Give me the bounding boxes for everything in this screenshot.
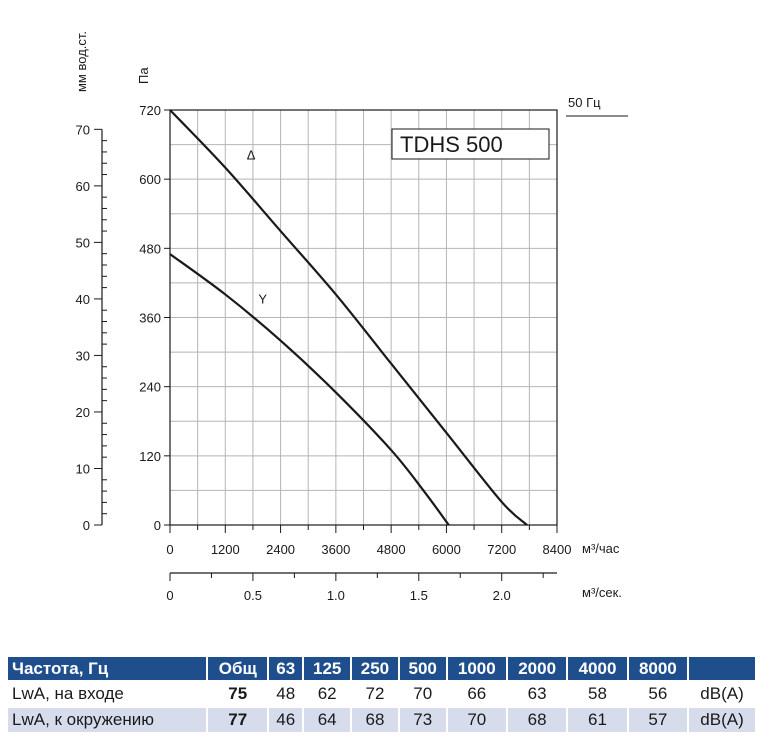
table-cell: 70 — [447, 708, 506, 732]
x-tick-label: 2400 — [266, 542, 295, 557]
table-cell: 70 — [399, 682, 446, 706]
x-unit-label: м³/час — [582, 541, 620, 556]
row-label-cell: LwA, на входе — [8, 682, 207, 706]
table-header-cell: Частота, Гц — [8, 657, 207, 680]
table-cell: 68 — [352, 708, 398, 732]
table-cell: 46 — [269, 708, 303, 732]
x2-tick-label: 1.0 — [327, 588, 345, 603]
table-cell: 58 — [568, 682, 627, 706]
row-label-cell: LwA, к окружению — [8, 708, 207, 732]
table-header-cell: 4000 — [568, 657, 627, 680]
mm-tick-label: 50 — [76, 235, 90, 250]
table-cell: 64 — [304, 708, 351, 732]
mm-axis-label: мм вод.ст. — [74, 31, 89, 92]
table-row: LwA, к окружению 77 46 64 68 73 70 68 61 57 dB(A) — [8, 708, 755, 732]
pa-tick-label: 360 — [139, 311, 161, 326]
series-line-delta — [169, 109, 528, 526]
table-header-cell: 250 — [352, 657, 398, 680]
x-tick-label: 7200 — [487, 542, 516, 557]
x-tick-label: 3600 — [321, 542, 350, 557]
x2-unit-label: м³/сек. — [582, 585, 622, 600]
sound-power-table: Частота, Гц Общ 63 125 250 500 1000 2000 4000 800… — [6, 655, 757, 734]
x2-tick-label: 0.5 — [244, 588, 262, 603]
table-cell: dB(A) — [689, 708, 755, 732]
x-tick-label: 4800 — [377, 542, 406, 557]
table-header-cell: 1000 — [447, 657, 506, 680]
pa-tick-label: 720 — [139, 103, 161, 118]
pa-tick-label: 240 — [139, 380, 161, 395]
table-cell: 48 — [269, 682, 303, 706]
model-label-box — [391, 128, 550, 160]
x-tick-label: 1200 — [211, 542, 240, 557]
mm-tick-label: 30 — [76, 348, 90, 363]
table-cell: dB(A) — [689, 682, 755, 706]
mm-tick-label: 20 — [76, 405, 90, 420]
series-line-y — [169, 253, 450, 526]
frequency-label: 50 Гц — [568, 95, 601, 110]
table-cell: 72 — [352, 682, 398, 706]
table-cell: 77 — [208, 708, 268, 732]
table-header-cell: 500 — [399, 657, 446, 680]
table-cell: 73 — [399, 708, 446, 732]
table-cell: 66 — [447, 682, 506, 706]
x2-tick-label: 0 — [166, 588, 173, 603]
table-cell: 75 — [208, 682, 268, 706]
x-tick-label: 6000 — [432, 542, 461, 557]
table-header-cell: 63 — [269, 657, 303, 680]
table-header-cell: Общ — [208, 657, 268, 680]
table-cell: 56 — [628, 682, 688, 706]
table-cell: 57 — [628, 708, 688, 732]
mm-tick-label: 40 — [76, 292, 90, 307]
mm-tick-label: 10 — [76, 461, 90, 476]
pa-tick-label: 120 — [139, 449, 161, 464]
pa-tick-label: 600 — [139, 172, 161, 187]
pa-tick-label: 480 — [139, 241, 161, 256]
table-cell: 68 — [507, 708, 567, 732]
series-layer: ΔY — [169, 109, 528, 526]
x2-tick-label: 2.0 — [493, 588, 511, 603]
table-cell: 63 — [507, 682, 567, 706]
model-label: TDHS 500 — [400, 132, 503, 157]
pa-axis-label: Па — [136, 67, 151, 84]
mm-tick-label: 70 — [76, 122, 90, 137]
table-cell: 62 — [304, 682, 351, 706]
x-tick-label: 8400 — [543, 542, 572, 557]
mm-tick-label: 60 — [76, 179, 90, 194]
table-cell: 61 — [568, 708, 627, 732]
table-header-cell: 8000 — [628, 657, 688, 680]
table-header-cell — [689, 657, 755, 680]
table-header-row: Частота, Гц Общ 63 125 250 500 1000 2000 4000 800… — [8, 657, 755, 680]
table-header-cell: 2000 — [507, 657, 567, 680]
x2-tick-label: 1.5 — [410, 588, 428, 603]
x-tick-label: 0 — [166, 542, 173, 557]
table-header-cell: 125 — [304, 657, 351, 680]
mm-tick-label: 0 — [83, 518, 90, 533]
pa-tick-label: 0 — [154, 518, 161, 533]
table-row: LwA, на входе 75 48 62 72 70 66 63 58 56 dB(A) — [8, 682, 755, 706]
series-label: Δ — [247, 148, 256, 163]
series-label: Y — [258, 292, 267, 307]
